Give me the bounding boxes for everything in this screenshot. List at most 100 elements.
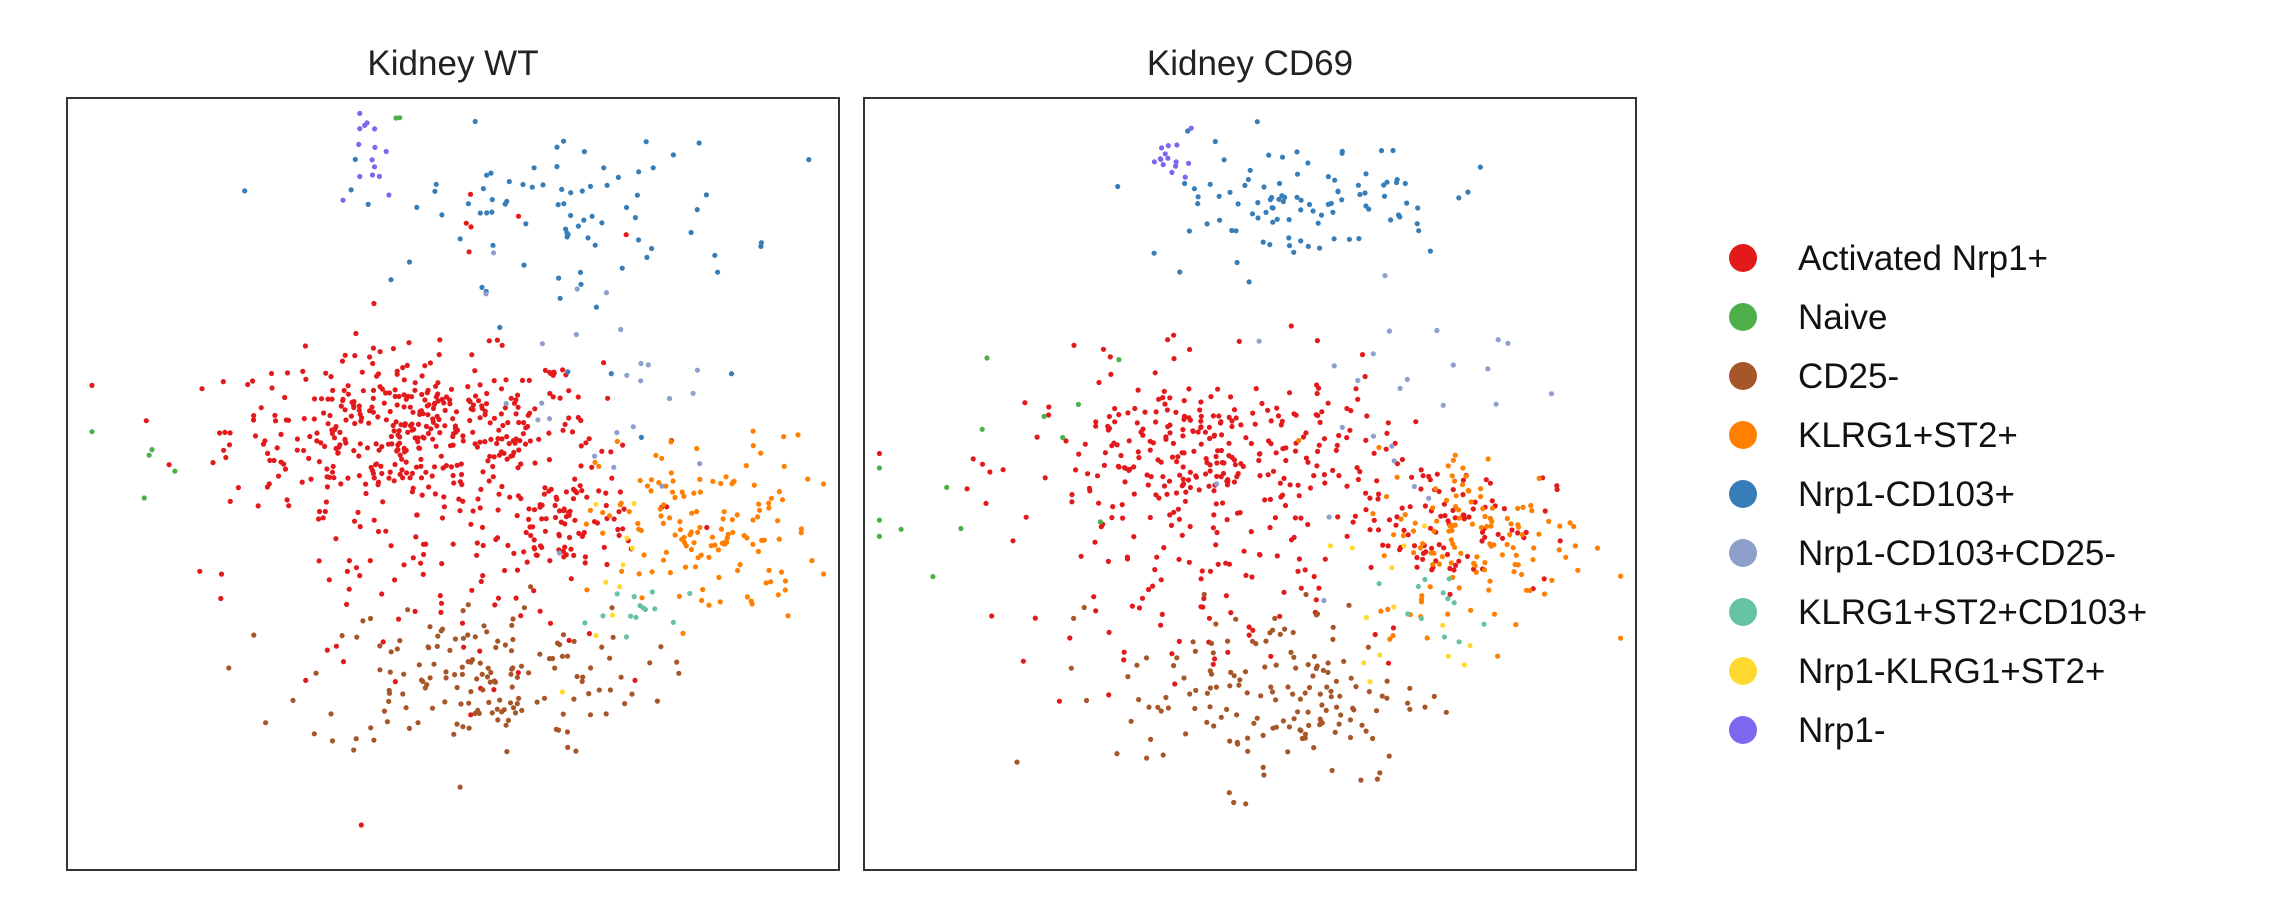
point-activated-nrp1- [566, 534, 573, 541]
point-cd25- [351, 747, 357, 753]
point-klrg1-st2- [667, 570, 674, 576]
point-activated-nrp1- [1162, 401, 1168, 407]
point-activated-nrp1- [1393, 522, 1399, 528]
point-klrg1-st2- [689, 510, 695, 516]
point-klrg1-st2- [636, 571, 642, 577]
point-klrg1-st2- [1420, 541, 1426, 547]
point-cd25- [1218, 714, 1224, 720]
point-activated-nrp1- [409, 427, 415, 433]
point-activated-nrp1- [484, 390, 490, 397]
point-nrp1-cd103- [604, 182, 610, 188]
point-activated-nrp1- [1262, 497, 1268, 503]
point-nrp1-cd103- [1331, 236, 1337, 242]
point-cd25- [484, 674, 491, 680]
point-activated-nrp1- [1274, 405, 1280, 411]
point-activated-nrp1- [477, 505, 483, 511]
point-cd25- [1071, 615, 1077, 622]
point-activated-nrp1- [344, 601, 350, 608]
point-activated-nrp1- [1132, 405, 1138, 412]
point-nrp1-cd103- [1298, 238, 1304, 244]
point-activated-nrp1- [1078, 553, 1084, 559]
point-activated-nrp1- [1314, 382, 1320, 388]
point-nrp1-cd103- [1195, 194, 1201, 200]
point-cd25- [1249, 638, 1256, 644]
point-activated-nrp1- [1156, 396, 1162, 402]
point-activated-nrp1- [510, 452, 516, 459]
point-activated-nrp1- [430, 436, 436, 442]
point-activated-nrp1- [511, 550, 517, 557]
point-activated-nrp1- [437, 430, 443, 436]
point-activated-nrp1- [550, 372, 556, 378]
point-klrg1-st2- [724, 535, 730, 541]
point-klrg1-st2- [667, 515, 673, 521]
point-nrp1-cd103-cd25- [1389, 443, 1395, 449]
point-activated-nrp1- [1479, 538, 1485, 544]
point-activated-nrp1- [227, 498, 233, 504]
point-activated-nrp1- [515, 465, 521, 471]
point-activated-nrp1- [1267, 524, 1273, 531]
point-activated-nrp1- [251, 413, 257, 419]
point-cd25- [1291, 654, 1297, 660]
point-activated-nrp1- [1120, 515, 1126, 521]
point-activated-nrp1- [623, 232, 629, 238]
point-cd25- [263, 720, 269, 726]
point-cd25- [503, 722, 509, 728]
point-activated-nrp1- [1093, 419, 1099, 425]
point-nrp1-cd103- [1266, 152, 1272, 158]
point-activated-nrp1- [554, 496, 560, 502]
point-nrp1- [371, 164, 378, 170]
point-cd25- [1280, 718, 1286, 724]
point-activated-nrp1- [433, 383, 439, 389]
point-nrp1-cd103- [1204, 221, 1210, 227]
point-activated-nrp1- [322, 508, 328, 515]
point-activated-nrp1- [1073, 467, 1079, 473]
point-klrg1-st2- [1488, 523, 1494, 529]
point-nrp1-cd103- [1185, 128, 1191, 134]
point-klrg1-st2- [1504, 515, 1510, 522]
point-klrg1-st2- [737, 562, 743, 568]
point-nrp1-cd103-cd25- [1321, 597, 1327, 604]
point-cd25- [1155, 704, 1161, 710]
point-klrg1-st2- [779, 497, 786, 503]
point-activated-nrp1- [1154, 554, 1160, 560]
point-klrg1-st2- [619, 568, 625, 574]
point-nrp1-cd103- [1325, 174, 1331, 180]
point-activated-nrp1- [1444, 551, 1451, 558]
point-nrp1-cd103-cd25- [592, 453, 598, 459]
point-nrp1-klrg1-st2- [559, 689, 566, 695]
point-activated-nrp1- [525, 423, 531, 430]
point-activated-nrp1- [419, 373, 425, 379]
point-klrg1-st2- [755, 514, 761, 520]
point-nrp1-klrg1-st2- [593, 632, 599, 639]
point-activated-nrp1- [1173, 490, 1180, 496]
point-cd25- [1273, 724, 1279, 730]
point-nrp1-cd103- [477, 210, 483, 216]
point-activated-nrp1- [1109, 443, 1115, 449]
point-cd25- [1370, 735, 1376, 742]
point-activated-nrp1- [1106, 425, 1113, 431]
point-activated-nrp1- [1213, 453, 1219, 460]
point-nrp1-cd103- [521, 262, 527, 268]
point-activated-nrp1- [326, 474, 333, 480]
point-activated-nrp1- [1250, 627, 1256, 633]
point-activated-nrp1- [1135, 387, 1141, 393]
point-klrg1-st2- [1400, 533, 1407, 539]
point-cd25- [1270, 627, 1276, 633]
point-nrp1-cd103- [1269, 194, 1275, 201]
point-activated-nrp1- [546, 430, 552, 436]
point-activated-nrp1- [1307, 485, 1314, 491]
point-activated-nrp1- [392, 461, 398, 468]
point-naive [1060, 434, 1066, 441]
point-activated-nrp1- [499, 436, 505, 442]
point-activated-nrp1- [483, 401, 490, 407]
point-nrp1-cd103-cd25- [690, 390, 696, 396]
point-klrg1-st2- [731, 478, 737, 484]
point-klrg1-st2- [1378, 608, 1384, 614]
point-activated-nrp1- [542, 485, 548, 491]
point-activated-nrp1- [495, 436, 501, 442]
point-cd25- [528, 584, 534, 590]
point-activated-nrp1- [1229, 423, 1235, 430]
point-activated-nrp1- [333, 643, 339, 649]
point-activated-nrp1- [964, 486, 970, 492]
point-cd25- [1365, 644, 1371, 650]
